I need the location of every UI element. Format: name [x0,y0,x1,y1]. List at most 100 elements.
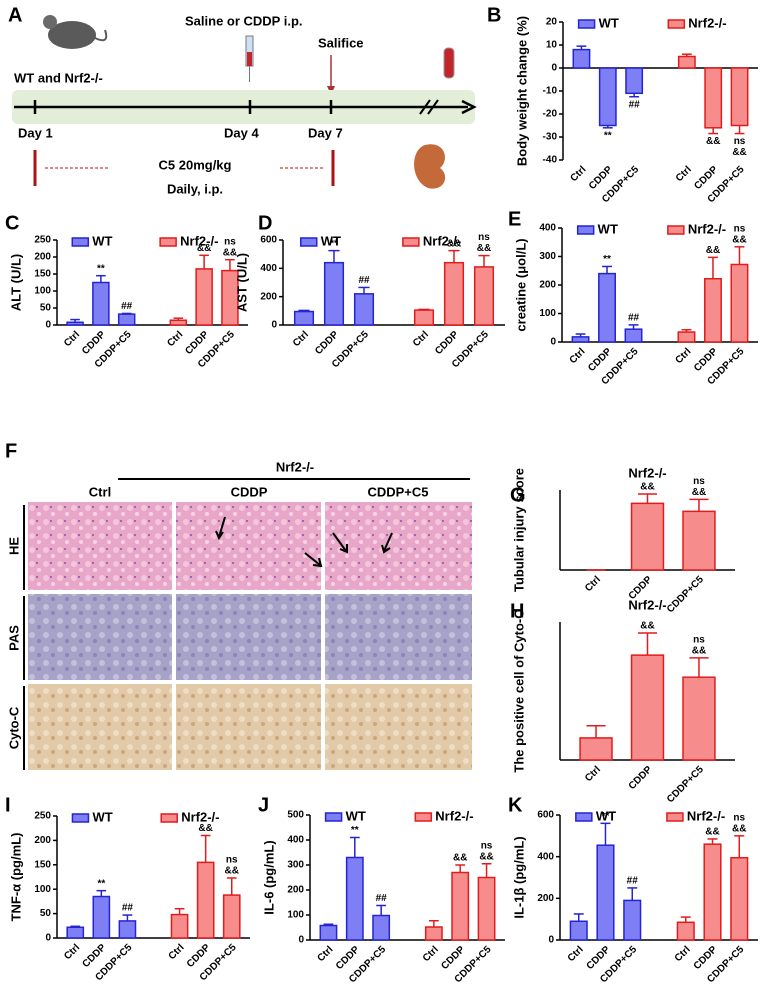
legend-label: WT [92,233,112,248]
x-tick-label: CDDP [313,329,341,357]
bar [170,913,189,939]
annotation: ** [97,263,105,274]
bar [677,331,696,343]
y-tick-label: 150 [34,859,51,870]
kidney-icon [414,144,446,189]
y-tick-label: -30 [543,132,558,143]
y-axis-label: IL-6 (pg/mL) [261,840,276,914]
y-tick-label: 100 [539,308,556,319]
y-tick-label: -10 [543,86,558,97]
annotation: && [640,621,654,632]
annotation: ** [603,254,611,265]
bar [704,67,723,129]
schedule-label: Daily, i.p. [167,181,223,196]
annotation: && [198,823,212,834]
row-label: Cyto-C [6,706,21,749]
schematic: A Saline or CDDP i.p. Salifice WT and Nr… [8,4,477,196]
y-tick-label: 200 [287,885,304,896]
legend-label: Nrf2-/- [688,221,726,236]
y-axis-label: ALT (U/L) [8,254,23,312]
annotation: && [477,243,491,254]
legend-swatch [160,813,178,823]
image [176,502,321,590]
row-label: PAS [6,625,21,651]
legend-swatch [667,225,685,235]
image [325,684,472,770]
legend-swatch [71,813,90,823]
legend-swatch [666,812,684,822]
annotation: ns [733,812,745,823]
bar [443,261,465,326]
sacrifice-label: Salifice [318,35,364,50]
annotation: && [223,247,237,258]
legend-swatch [575,812,593,822]
x-tick-label: Ctrl [583,764,603,784]
y-tick-label: 0 [548,935,554,946]
image [28,594,172,680]
annotation: ns [478,232,490,243]
bar [196,861,215,939]
y-axis-label: TNF-α (pg/mL) [8,833,23,922]
bar [169,319,188,326]
bar [353,293,375,326]
legend-swatch [324,812,343,822]
bar [372,914,391,941]
y-tick-label: 600 [260,235,277,246]
bar [222,894,241,939]
mouse-ear [43,15,57,29]
legend-label: WT [599,15,619,30]
x-tick-label: CDDP [433,329,461,357]
legend-swatch [71,237,90,247]
x-tick-label: Ctrl [315,944,335,964]
bar [596,844,615,941]
chart-title: Nrf2-/- [628,465,666,480]
syringe-fluid [247,52,252,66]
y-axis-label: The positive cell of Cyto-C [511,609,526,773]
image [325,502,472,590]
annotation: ## [629,99,641,110]
panel-letter: J [258,794,269,816]
annotation: && [225,866,239,877]
annotation: ns [481,840,493,851]
bar [677,55,696,69]
y-tick-label: 200 [537,893,554,904]
column-label: Ctrl [89,484,111,499]
bar [682,510,716,571]
panel-letter: B [487,4,501,26]
bar [598,272,616,343]
y-axis-label: Body weight change (%) [514,16,529,166]
y-tick-label: 0 [271,320,277,331]
column-label: CDDP+C5 [367,484,428,499]
bar [630,502,665,571]
bar [477,876,496,941]
panel-letter: D [258,212,272,234]
annotation: && [705,827,719,838]
day-label: Day 7 [308,125,343,140]
bar [703,843,722,941]
y-tick-label: 0 [551,63,557,74]
x-tick-label: CDDP+C5 [665,764,706,805]
bar [118,920,137,939]
bar [66,321,84,326]
image [28,502,172,590]
panel-letter: H [510,600,524,622]
annotation: ## [627,876,639,887]
legend-swatch [414,812,433,822]
annotation: && [447,238,461,249]
annotation: ns [734,136,746,147]
annotation: ns [224,236,236,247]
bar [598,67,617,127]
arrow [215,516,226,541]
x-tick-label: CDDP+C5 [665,574,706,615]
bar [623,899,642,941]
bar [424,926,443,941]
histology: F Nrf2-/- Ctrl CDDP CDDP+C5 HE PAS Cyto-… [5,440,472,770]
y-axis-label: IL-1β (pg/mL) [511,836,526,918]
panel-letter: K [508,794,523,816]
y-tick-label: 400 [287,835,304,846]
y-tick-label: 20 [546,17,558,28]
annotation: && [732,147,746,158]
annotation: && [453,853,467,864]
bar [676,921,695,941]
